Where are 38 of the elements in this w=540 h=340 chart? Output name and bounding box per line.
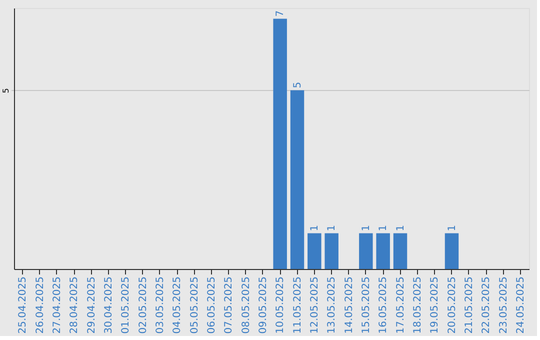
x-tick-label: 21.05.2025 [464,276,475,334]
data-label: 1 [446,224,458,232]
x-tick-label: 29.04.2025 [86,276,98,334]
x-tick-label: 23.05.2025 [498,276,510,334]
x-tick-label: 15.05.2025 [360,276,372,334]
data-label: 1 [309,224,320,232]
x-tick-label: 05.05.2025 [189,276,200,334]
x-tick-label: 04.05.2025 [172,276,184,334]
x-tick-label: 08.05.2025 [240,276,252,334]
x-tick-label: 18.05.2025 [412,276,424,334]
x-tick-label: 07.05.2025 [224,276,235,334]
x-tick-label: 25.04.2025 [18,276,29,334]
x-tick-label: 26.04.2025 [34,276,46,334]
x-tick-label: 03.05.2025 [154,276,166,334]
data-label: 1 [395,224,406,232]
x-tick-label: 14.05.2025 [344,276,355,334]
x-tick-label: 10.05.2025 [275,276,286,334]
x-tick-label: 13.05.2025 [326,276,338,334]
x-tick-label: 12.05.2025 [309,276,320,334]
x-tick-label: 17.05.2025 [395,276,406,334]
x-tick-label: 24.05.2025 [515,276,526,334]
x-tick-label: 06.05.2025 [206,276,218,334]
x-tick-label: 22.05.2025 [481,276,492,334]
x-tick-label: 20.05.2025 [446,276,458,334]
x-tick-label: 19.05.2025 [430,276,441,334]
x-tick-label: 09.05.2025 [258,276,269,334]
data-label: 7 [275,10,286,17]
x-tick-label: 02.05.2025 [138,276,149,334]
x-tick-label: 28.04.2025 [69,276,80,334]
data-label: 1 [378,224,390,232]
x-tick-label: 11.05.2025 [292,276,304,334]
data-label: 5 [292,82,304,88]
x-tick-label: 16.05.2025 [378,276,390,334]
data-label: 1 [326,224,338,232]
x-tick-label: 30.04.2025 [103,276,114,334]
x-tick-label: 01.05.2025 [120,276,132,334]
data-label: 1 [360,224,372,232]
x-tick-label: 27.04.2025 [52,276,63,334]
